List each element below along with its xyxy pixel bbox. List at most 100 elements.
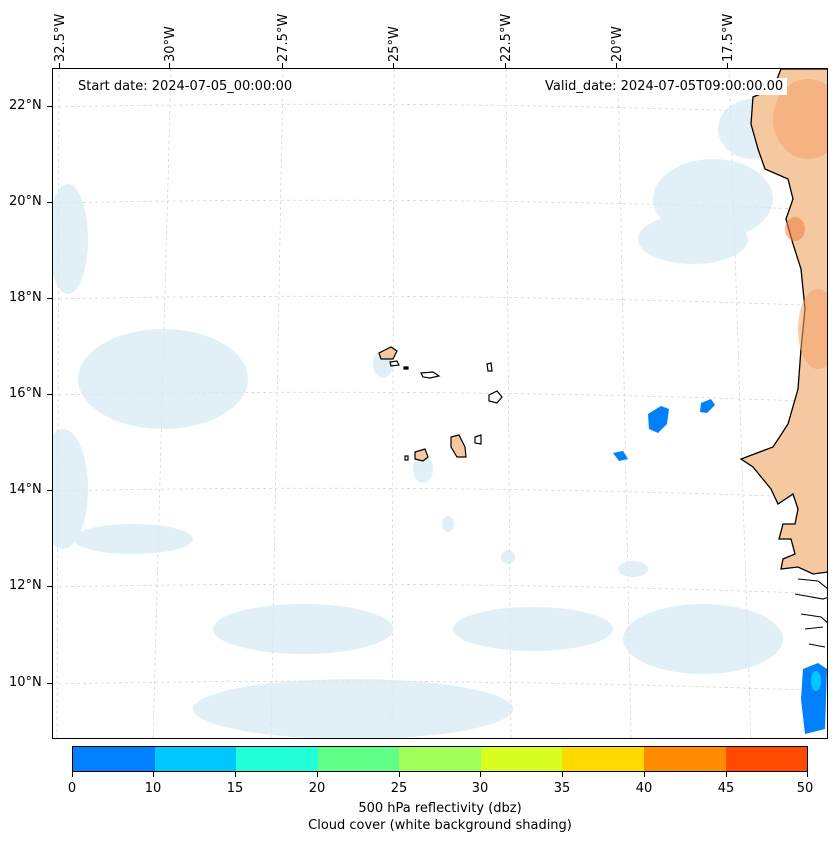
parallel-line <box>53 680 827 692</box>
colorbar-label: 35 <box>553 781 571 796</box>
lat-label-20n: 20°N <box>9 194 42 209</box>
lat-tick-mark <box>47 298 52 299</box>
colorbar-segment <box>154 747 237 771</box>
lon-tick-mark <box>393 63 394 68</box>
colorbar-tick <box>562 772 563 777</box>
cloud-patch <box>501 550 515 564</box>
reflectivity-cell <box>613 451 628 461</box>
colorbar-subtitle: Cloud cover (white background shading) <box>308 818 572 833</box>
colorbar-tick <box>726 772 727 777</box>
lon-tick-mark <box>727 63 728 68</box>
lon-label-32-5w: 32.5°W <box>53 13 68 62</box>
lat-label-14n: 14°N <box>9 482 42 497</box>
colorbar-label: 15 <box>226 781 244 796</box>
colorbar-segment <box>643 747 726 771</box>
meridian-line <box>391 69 395 738</box>
parallel-line <box>53 583 827 595</box>
cape-verde-islands <box>378 346 503 462</box>
island-fogo <box>414 448 429 462</box>
cloud-patch <box>53 184 88 294</box>
colorbar-title: 500 hPa reflectivity (dbz) <box>358 801 522 816</box>
colorbar-label: 40 <box>635 781 653 796</box>
island-maio <box>474 434 482 445</box>
lat-tick-mark <box>47 586 52 587</box>
cloud-patch <box>78 329 248 429</box>
cloud-patch <box>638 214 748 264</box>
lat-label-22n: 22°N <box>9 98 42 113</box>
colorbar-segment <box>562 747 644 771</box>
colorbar-segment <box>73 747 155 771</box>
colorbar-segment <box>480 747 563 771</box>
island-santa-luzia <box>403 366 409 370</box>
map-canvas <box>53 69 827 738</box>
lon-label-30w: 30°W <box>163 26 178 62</box>
lat-label-12n: 12°N <box>9 578 42 593</box>
lon-tick-mark <box>616 63 617 68</box>
reflectivity-cell <box>700 399 715 413</box>
colorbar-segment <box>317 747 400 771</box>
cloud-patch <box>442 516 454 532</box>
meridian-line <box>152 69 172 738</box>
map-panel[interactable]: Start date: 2024-07-05_00:00:00 Valid_da… <box>52 68 828 739</box>
lon-label-20w: 20°W <box>610 26 625 62</box>
colorbar-tick <box>235 772 236 777</box>
colorbar-tick <box>317 772 318 777</box>
colorbar-tick <box>399 772 400 777</box>
colorbar-tick <box>480 772 481 777</box>
lat-label-10n: 10°N <box>9 675 42 690</box>
reflectivity-cell-core <box>811 671 821 691</box>
land-warm-shading <box>773 79 827 369</box>
reflectivity-cell <box>648 406 669 433</box>
island-sao-nicolau <box>420 371 441 379</box>
colorbar-segment <box>725 747 808 771</box>
colorbar-label: 45 <box>717 781 735 796</box>
colorbar-label: 10 <box>144 781 162 796</box>
cloud-patch <box>453 607 613 651</box>
cloud-patch <box>213 604 393 654</box>
lon-tick-mark <box>505 63 506 68</box>
cloud-patch <box>73 524 193 554</box>
colorbar-label: 0 <box>67 781 77 796</box>
island-santiago <box>450 434 467 458</box>
start-date-label: Start date: 2024-07-05_00:00:00 <box>74 78 297 95</box>
colorbar <box>72 746 808 772</box>
colorbar-segment <box>236 747 318 771</box>
parallel-line <box>53 295 827 307</box>
lat-tick-mark <box>47 106 52 107</box>
africa-landmass <box>739 69 827 575</box>
colorbar-tick <box>72 772 73 777</box>
reflectivity-cells <box>613 399 827 734</box>
colorbar-tick <box>153 772 154 777</box>
cloud-patch <box>623 604 783 674</box>
island-santo-antao <box>378 346 398 360</box>
coast-detail <box>794 578 827 648</box>
lon-tick-mark <box>59 63 60 68</box>
valid-date-label: Valid_date: 2024-07-05T09:00:00.00 <box>541 78 788 95</box>
parallel-line <box>53 103 827 115</box>
island-sao-vicente <box>389 360 400 367</box>
colorbar-segment <box>399 747 481 771</box>
colorbar-label: 20 <box>308 781 326 796</box>
cloud-patch <box>53 429 88 549</box>
lat-label-16n: 16°N <box>9 386 42 401</box>
lon-label-22-5w: 22.5°W <box>499 13 514 62</box>
meridian-line <box>56 69 60 738</box>
colorbar-label: 25 <box>390 781 408 796</box>
lat-tick-mark <box>47 683 52 684</box>
cloud-patch <box>413 455 433 483</box>
cloud-patch <box>193 679 513 738</box>
lon-label-17-5w: 17.5°W <box>721 13 736 62</box>
island-sal <box>486 362 493 372</box>
lon-tick-mark <box>282 63 283 68</box>
island-brava <box>404 455 409 461</box>
lon-label-27-5w: 27.5°W <box>276 13 291 62</box>
colorbar-label: 50 <box>796 781 814 796</box>
colorbar-label: 30 <box>471 781 489 796</box>
parallel-line <box>53 487 827 499</box>
cloud-patch <box>618 561 648 577</box>
lon-label-25w: 25°W <box>387 26 402 62</box>
colorbar-tick <box>644 772 645 777</box>
lat-tick-mark <box>47 490 52 491</box>
lon-tick-mark <box>169 63 170 68</box>
colorbar-tick <box>807 772 808 777</box>
